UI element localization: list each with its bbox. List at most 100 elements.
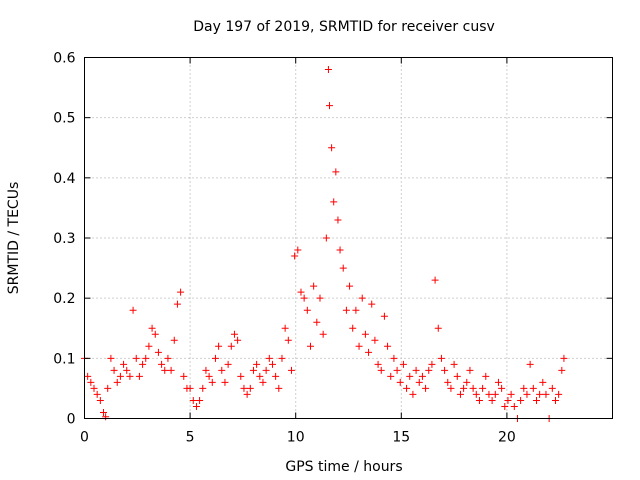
data-point [87, 378, 95, 386]
x-tick-label: 10 [287, 430, 305, 446]
data-point [330, 198, 338, 206]
data-point [536, 390, 544, 398]
data-point [387, 372, 395, 380]
data-point [542, 390, 550, 398]
data-point [453, 372, 461, 380]
data-point [313, 318, 321, 326]
data-point [336, 246, 344, 254]
data-point [102, 413, 110, 421]
data-point [498, 384, 506, 392]
data-point [221, 378, 229, 386]
data-point [390, 354, 398, 362]
data-point [113, 378, 121, 386]
data-point [472, 390, 480, 398]
data-point [482, 372, 490, 380]
data-point [334, 216, 342, 224]
y-tick-label: 0.2 [53, 291, 75, 307]
data-point [170, 336, 178, 344]
data-point [393, 366, 401, 374]
data-point [358, 294, 366, 302]
data-point [322, 234, 330, 242]
grid-lines [84, 57, 613, 419]
data-point [202, 366, 210, 374]
data-point [154, 348, 162, 356]
data-point [215, 342, 223, 350]
data-point [135, 372, 143, 380]
data-point [208, 378, 216, 386]
data-point [399, 360, 407, 368]
data-point [151, 330, 159, 338]
data-point [227, 342, 235, 350]
axis-ticks: 0 0.1 0.2 0.3 0.4 0.5 0.6 0 5 10 15 20 [53, 51, 613, 446]
data-point [306, 342, 314, 350]
data-point [199, 384, 207, 392]
data-point [96, 396, 104, 404]
x-tick-label: 20 [498, 430, 516, 446]
data-point [409, 390, 417, 398]
data-point [275, 384, 283, 392]
data-point [517, 396, 525, 404]
data-point [173, 300, 181, 308]
data-point [384, 342, 392, 350]
data-point [268, 360, 276, 368]
data-point [539, 378, 547, 386]
data-point [132, 354, 140, 362]
data-point [262, 366, 270, 374]
data-point [361, 330, 369, 338]
data-point [437, 354, 445, 362]
data-point [346, 282, 354, 290]
data-point [428, 360, 436, 368]
data-point [520, 384, 528, 392]
data-point [123, 366, 131, 374]
data-point [368, 300, 376, 308]
data-point [469, 384, 477, 392]
plot-frame [84, 57, 613, 419]
data-point [240, 384, 248, 392]
data-point [116, 372, 124, 380]
data-point [324, 66, 332, 74]
data-point [145, 342, 153, 350]
data-point [90, 384, 98, 392]
data-point [325, 102, 333, 110]
data-point [488, 396, 496, 404]
data-point [418, 372, 426, 380]
data-point [84, 372, 92, 380]
y-tick-label: 0.3 [53, 231, 75, 247]
data-point [504, 396, 512, 404]
data-point [444, 378, 452, 386]
data-point [352, 306, 360, 314]
x-tick-label: 0 [80, 430, 89, 446]
data-point [501, 402, 509, 410]
data-point [120, 360, 128, 368]
data-point [532, 396, 540, 404]
data-point [256, 372, 264, 380]
x-tick-label: 5 [186, 430, 195, 446]
data-point [349, 324, 357, 332]
data-point [139, 360, 147, 368]
data-point [555, 390, 563, 398]
x-tick-label: 15 [392, 430, 410, 446]
data-point [196, 396, 204, 404]
data-point [523, 390, 531, 398]
data-point [441, 366, 449, 374]
data-point [460, 384, 468, 392]
data-point [319, 330, 327, 338]
data-point [456, 390, 464, 398]
data-point [526, 360, 534, 368]
chart-title: Day 197 of 2019, SRMTID for receiver cus… [193, 19, 495, 35]
data-point [164, 354, 172, 362]
data-point [300, 294, 308, 302]
data-point [380, 312, 388, 320]
data-point [463, 378, 471, 386]
data-point [485, 390, 493, 398]
data-point [412, 366, 420, 374]
data-point [281, 324, 289, 332]
data-point [142, 354, 150, 362]
data-point [328, 144, 336, 152]
data-point [278, 354, 286, 362]
data-point [189, 396, 197, 404]
data-point [529, 384, 537, 392]
data-point [104, 384, 112, 392]
data-point [431, 276, 439, 284]
data-point [303, 306, 311, 314]
